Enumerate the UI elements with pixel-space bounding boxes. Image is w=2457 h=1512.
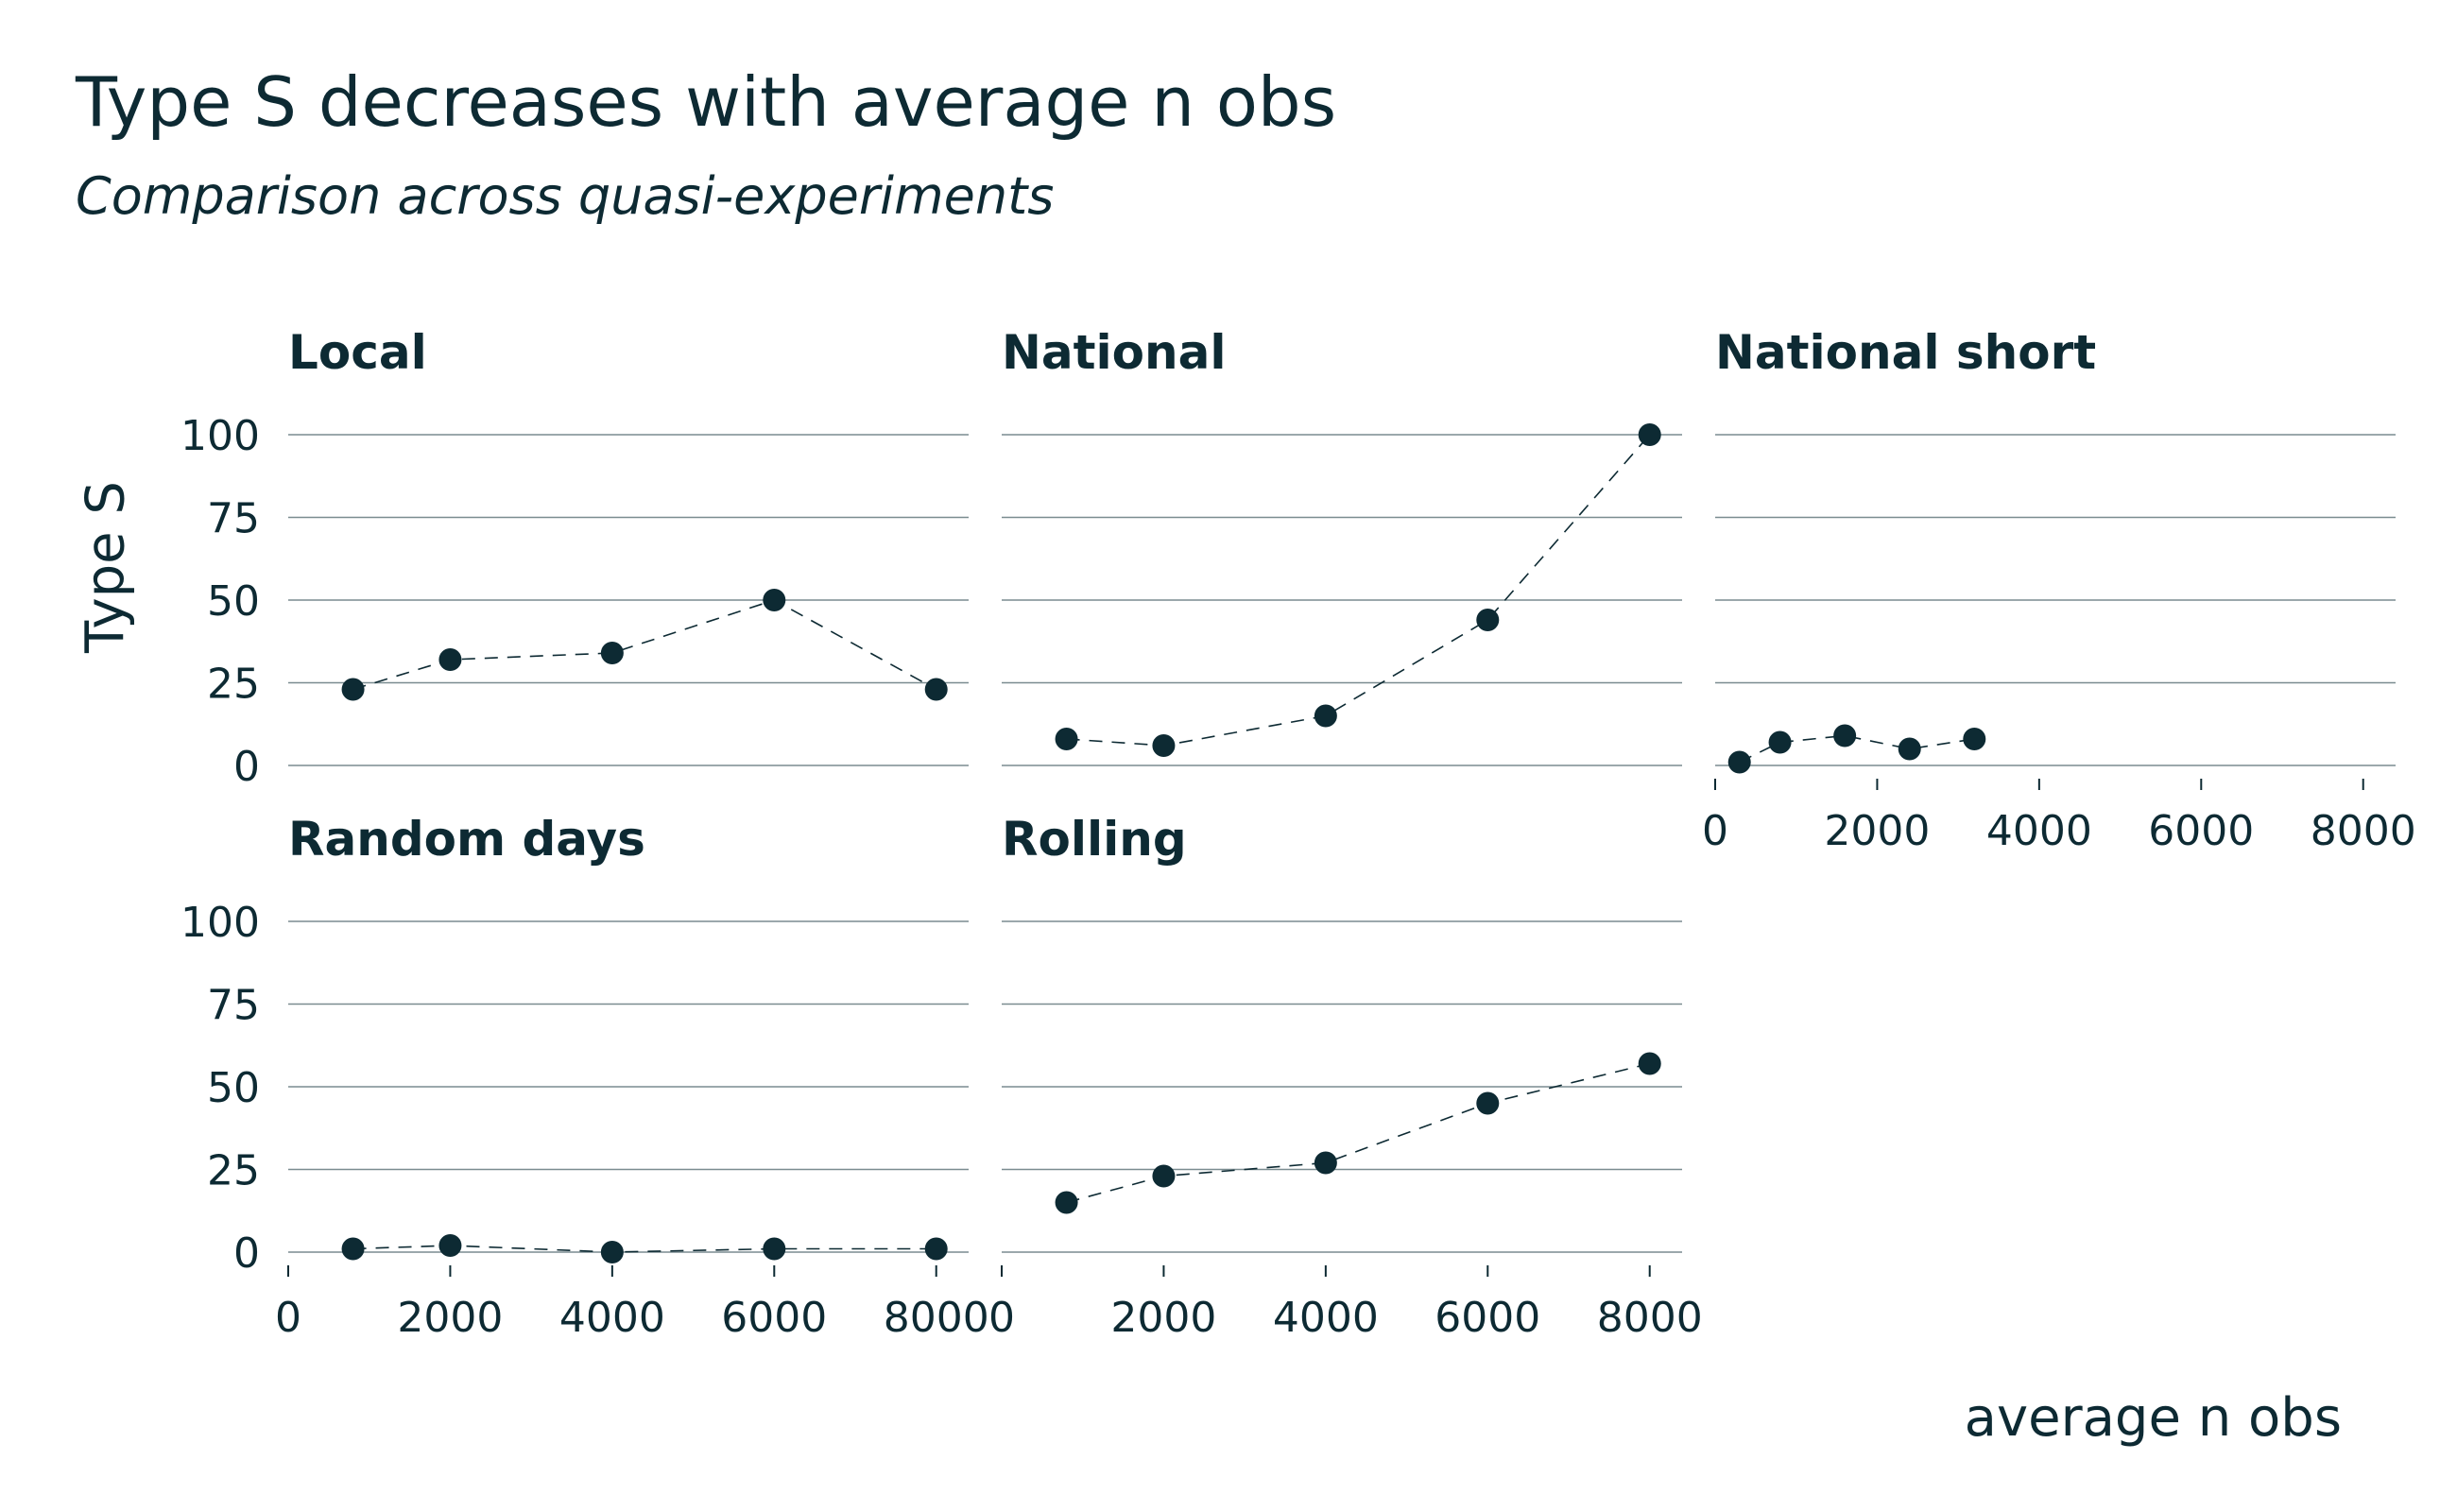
data-point xyxy=(1152,734,1176,757)
y-tick-label: 0 xyxy=(233,743,260,791)
panel-title-rolling: Rolling xyxy=(1002,812,1187,867)
data-point xyxy=(1476,609,1500,631)
data-point xyxy=(1055,728,1078,750)
x-tick-label: 2000 xyxy=(1824,807,1930,855)
x-axis-label: average n obs xyxy=(1964,1387,2342,1449)
data-point xyxy=(1898,737,1921,761)
x-tick-label: 4000 xyxy=(1986,807,2092,855)
x-tick-label: 0 xyxy=(275,1294,301,1342)
series-line-national-short xyxy=(1739,734,1975,764)
panel-title-national: National xyxy=(1002,325,1226,380)
x-tick-label: 2000 xyxy=(397,1294,503,1342)
chart-subtitle: Comparison across quasi-experiments xyxy=(76,166,1055,226)
chart-title: Type S decreases with average n obs xyxy=(76,62,1337,142)
y-tick-label: 25 xyxy=(207,1147,260,1195)
x-tick-label: 8000 xyxy=(884,1294,989,1342)
data-point xyxy=(1638,423,1661,446)
y-tick-label: 0 xyxy=(233,1229,260,1278)
data-point xyxy=(438,648,462,671)
data-point xyxy=(438,1234,462,1257)
data-point xyxy=(1314,1151,1337,1175)
data-point xyxy=(341,1237,365,1261)
x-tick-label: 4000 xyxy=(559,1294,665,1342)
data-point xyxy=(600,1241,624,1263)
data-point xyxy=(1152,1164,1176,1188)
x-tick-label: 6000 xyxy=(2148,807,2254,855)
y-tick-label: 100 xyxy=(180,899,260,947)
x-tick-label: 4000 xyxy=(1273,1294,1379,1342)
y-tick-label: 75 xyxy=(207,982,260,1030)
x-tick-label: 6000 xyxy=(1435,1294,1540,1342)
data-point xyxy=(1314,704,1337,728)
x-tick-label: 0 xyxy=(988,1294,1015,1342)
data-point xyxy=(924,1237,948,1261)
series-line-national xyxy=(1066,434,1651,747)
data-point xyxy=(1768,730,1792,754)
data-point xyxy=(600,642,624,664)
data-point xyxy=(1833,724,1857,747)
y-tick-label: 50 xyxy=(207,1064,260,1112)
x-tick-label: 8000 xyxy=(2311,807,2416,855)
data-point xyxy=(924,678,948,701)
x-tick-label: 6000 xyxy=(721,1294,827,1342)
data-point xyxy=(1727,750,1751,774)
y-tick-label: 25 xyxy=(207,661,260,709)
x-tick-label: 8000 xyxy=(1597,1294,1703,1342)
y-tick-label: 75 xyxy=(207,495,260,543)
data-point xyxy=(763,1237,786,1261)
panel-title-national-short: National short xyxy=(1715,325,2096,380)
data-point xyxy=(763,589,786,611)
data-point xyxy=(1963,728,1986,750)
data-point xyxy=(341,678,365,701)
x-tick-label: 2000 xyxy=(1110,1294,1216,1342)
data-point xyxy=(1638,1052,1661,1075)
panel-title-local: Local xyxy=(288,325,427,380)
data-point xyxy=(1476,1091,1500,1115)
y-tick-label: 100 xyxy=(180,412,260,460)
panel-title-random-days: Random days xyxy=(288,812,645,867)
y-tick-label: 50 xyxy=(207,577,260,626)
x-tick-label: 0 xyxy=(1702,807,1728,855)
series-line-local xyxy=(352,599,937,691)
data-point xyxy=(1055,1191,1078,1214)
